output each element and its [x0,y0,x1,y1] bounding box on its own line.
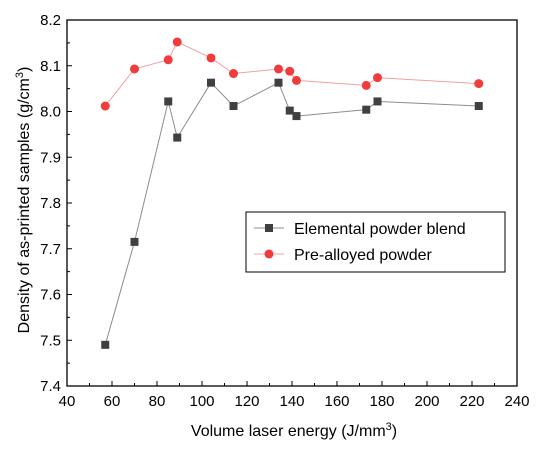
x-tick-label: 80 [149,393,166,410]
series-elemental [101,78,483,349]
y-axis-title-end: ) [16,67,33,72]
data-point [172,37,182,47]
data-point [100,101,110,111]
y-tick-label: 7.6 [40,287,61,304]
x-tick-label: 200 [414,393,439,410]
y-tick-label: 8.0 [40,104,61,121]
data-point [362,105,371,114]
legend-marker-elemental [265,224,273,232]
x-tick-label: 60 [104,393,121,410]
y-axis-title-main: Density of as-printed samples (g/cm [16,78,33,333]
y-tick-label: 7.9 [40,149,61,166]
x-axis-title-end: ) [392,423,397,440]
x-tick-label: 100 [189,393,214,410]
x-axis-title-main: Volume laser energy (J/mm [191,423,386,440]
data-point [207,78,215,87]
plot-frame [66,19,518,387]
data-point [229,69,238,79]
legend-marker-prealloyed [264,249,274,259]
data-point [101,340,110,349]
data-point [373,97,382,106]
y-tick-labels: 7.4 7.5 7.6 7.7 7.8 7.9 8.0 8.1 8.2 [40,12,61,395]
data-point [163,55,173,65]
x-axis-title-sup: 3 [386,421,392,433]
data-point [474,79,484,89]
data-point [373,73,382,83]
x-tick-label: 220 [459,393,484,410]
y-tick-label: 7.4 [40,378,61,395]
y-tick-label: 7.7 [40,241,61,258]
data-point [206,53,216,63]
x-tick-label: 120 [234,393,259,410]
legend-box [245,211,506,273]
x-tick-label: 240 [504,393,529,410]
legend: Elemental powder blend Pre-alloyed powde… [245,211,506,273]
x-tick-label: 40 [59,393,76,410]
x-tick-label: 140 [279,393,304,410]
data-point [229,102,238,111]
data-point [274,78,283,87]
data-point [285,66,295,76]
data-point [173,133,182,142]
data-point [274,64,283,74]
legend-label-prealloyed: Pre-alloyed powder [294,247,433,264]
y-tick-label: 8.2 [40,12,61,29]
data-point [292,75,301,85]
series-layer [100,37,484,349]
data-point [285,106,294,115]
x-axis-title: Volume laser energy (J/mm3) [191,421,397,440]
data-point [292,112,301,121]
y-axis-title: Density of as-printed samples (g/cm3) [14,67,33,334]
y-tick-label: 8.1 [40,58,61,75]
y-tick-label: 7.5 [40,332,61,349]
data-point [361,80,371,90]
x-tick-labels: 40 60 80 100 120 140 160 180 200 220 240 [59,393,530,410]
y-axis-title-sup: 3 [14,72,26,78]
series-prealloyed [100,37,484,111]
legend-label-elemental: Elemental powder blend [294,221,466,238]
data-point [130,237,139,246]
x-tick-label: 160 [324,393,349,410]
data-point [474,102,483,111]
x-tick-label: 180 [369,393,394,410]
data-point [130,64,139,74]
y-tick-label: 7.8 [40,195,61,212]
data-point [164,97,173,106]
